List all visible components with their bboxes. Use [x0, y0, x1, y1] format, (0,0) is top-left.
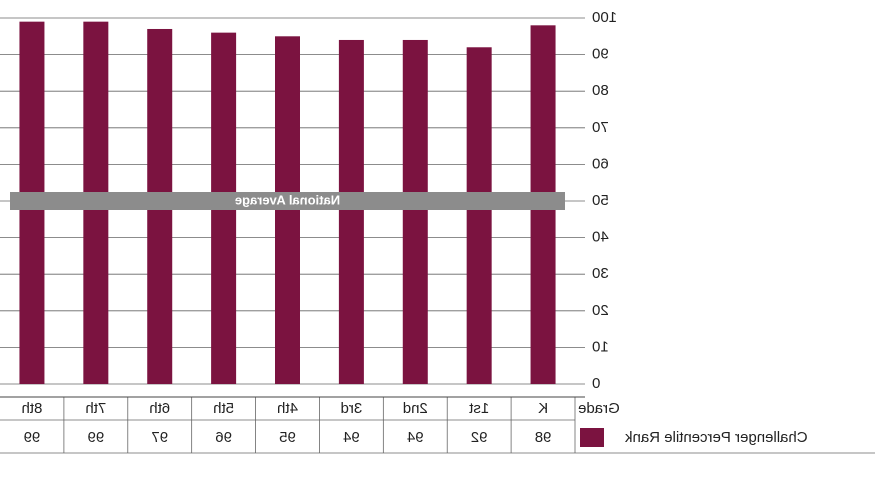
reference-label: National Average — [235, 192, 340, 207]
y-tick-label: 60 — [592, 155, 609, 172]
y-tick-label: 90 — [592, 46, 609, 63]
table-value: 95 — [279, 429, 296, 446]
y-tick-label: 40 — [592, 229, 609, 246]
y-tick-label: 0 — [592, 375, 600, 392]
y-tick-label: 70 — [592, 119, 609, 136]
table-value: 94 — [343, 429, 360, 446]
y-tick-label: 10 — [592, 338, 609, 355]
bar — [275, 36, 300, 385]
reference-band — [10, 192, 565, 210]
x-tick-label: 8th — [22, 400, 43, 417]
table-value: 99 — [24, 429, 41, 446]
bar — [338, 39, 364, 385]
x-tick-label: 2nd — [403, 400, 428, 417]
y-tick-label: 50 — [592, 192, 609, 209]
table-value: 98 — [535, 429, 552, 446]
table-value: 97 — [151, 429, 168, 446]
table-value: 92 — [471, 429, 488, 446]
x-tick-label: 1st — [468, 400, 489, 417]
x-tick-label: 3rd — [341, 400, 363, 417]
x-tick-label: 5th — [213, 400, 234, 417]
y-tick-label: 100 — [592, 9, 617, 26]
y-tick-label: 20 — [592, 302, 609, 319]
bar — [466, 47, 492, 384]
y-tick-label: 80 — [592, 82, 609, 99]
legend-swatch — [580, 428, 604, 447]
y-tick-label: 30 — [592, 265, 609, 282]
table-value: 99 — [87, 429, 104, 446]
x-tick-label: K — [538, 400, 548, 417]
table-value: 96 — [215, 429, 232, 446]
legend-label: Challenger Percentile Rank — [625, 429, 808, 446]
x-tick-label: 4th — [277, 400, 298, 417]
table-value: 94 — [407, 429, 424, 446]
x-tick-label: 7th — [85, 400, 106, 417]
x-tick-label: 6th — [149, 400, 170, 417]
row-header: Grade — [578, 400, 620, 417]
bar — [402, 39, 428, 385]
